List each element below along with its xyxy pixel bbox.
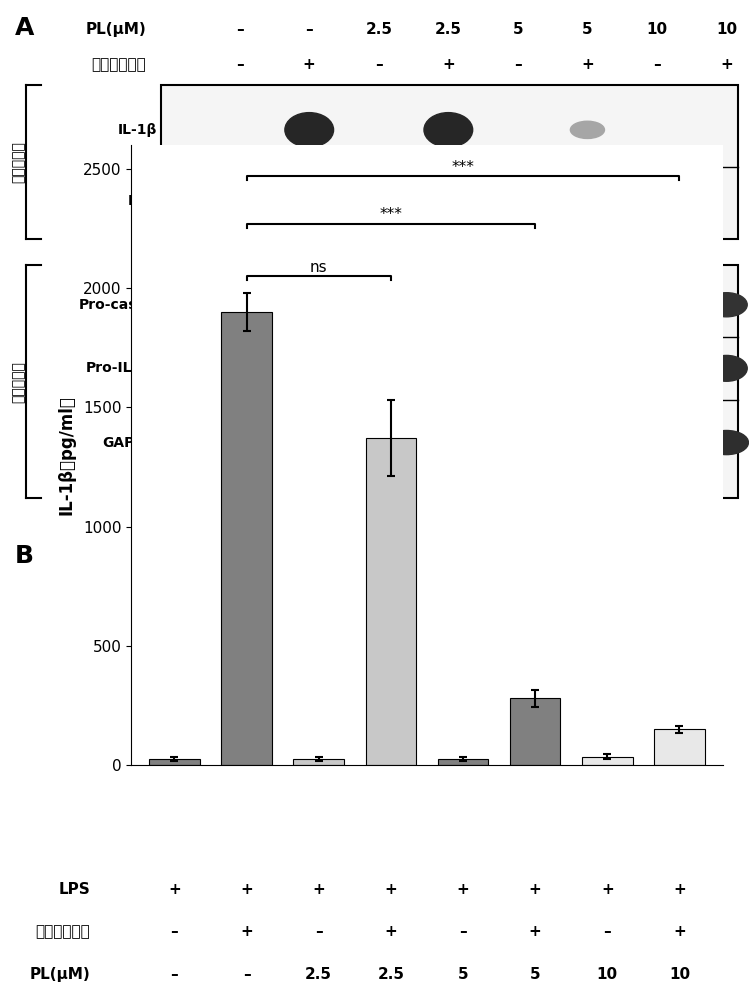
Ellipse shape bbox=[288, 187, 331, 216]
Ellipse shape bbox=[565, 430, 610, 455]
Text: –: – bbox=[236, 22, 243, 37]
Ellipse shape bbox=[635, 430, 679, 455]
Text: –: – bbox=[375, 57, 383, 72]
Text: –: – bbox=[171, 924, 178, 939]
Text: IL-1β: IL-1β bbox=[118, 123, 157, 137]
Ellipse shape bbox=[426, 187, 470, 216]
Ellipse shape bbox=[497, 355, 539, 381]
Bar bbox=[366, 438, 416, 765]
Bar bbox=[294, 759, 344, 765]
Text: +: + bbox=[581, 57, 594, 72]
Bar bbox=[437, 759, 488, 765]
Text: +: + bbox=[303, 57, 315, 72]
Text: +: + bbox=[673, 924, 686, 939]
Text: ***: *** bbox=[452, 160, 474, 175]
Ellipse shape bbox=[706, 355, 748, 381]
Ellipse shape bbox=[426, 430, 470, 455]
Bar bbox=[510, 698, 560, 765]
Text: +: + bbox=[240, 924, 253, 939]
Text: ns: ns bbox=[310, 260, 327, 275]
Ellipse shape bbox=[497, 293, 539, 317]
Ellipse shape bbox=[357, 430, 401, 455]
Text: 2.5: 2.5 bbox=[435, 22, 462, 37]
Ellipse shape bbox=[706, 293, 748, 317]
Text: B: B bbox=[15, 544, 34, 568]
Text: 2.5: 2.5 bbox=[377, 967, 404, 982]
Text: 2.5: 2.5 bbox=[366, 22, 392, 37]
Text: GAPDH: GAPDH bbox=[102, 436, 157, 450]
Text: 5: 5 bbox=[512, 22, 524, 37]
Text: Pro-casp1: Pro-casp1 bbox=[79, 298, 157, 312]
Text: 尼日利亚菌素: 尼日利亚菌素 bbox=[91, 57, 146, 72]
Text: +: + bbox=[168, 882, 181, 897]
Text: –: – bbox=[236, 57, 243, 72]
Ellipse shape bbox=[567, 293, 608, 317]
Text: PL(μM): PL(μM) bbox=[29, 967, 90, 982]
Text: +: + bbox=[529, 882, 542, 897]
Bar bbox=[582, 757, 633, 765]
Text: 尼日利亚菌素: 尼日利亚菌素 bbox=[35, 924, 90, 939]
Text: LPS: LPS bbox=[58, 882, 90, 897]
Text: ***: *** bbox=[380, 207, 402, 222]
Bar bbox=[161, 85, 738, 238]
Ellipse shape bbox=[285, 113, 333, 147]
Text: 5: 5 bbox=[530, 967, 541, 982]
Text: +: + bbox=[312, 882, 325, 897]
Text: 细胞上清液: 细胞上清液 bbox=[12, 141, 25, 183]
Ellipse shape bbox=[288, 293, 330, 317]
Text: +: + bbox=[457, 882, 470, 897]
Bar bbox=[654, 729, 705, 765]
Ellipse shape bbox=[637, 293, 678, 317]
Ellipse shape bbox=[496, 430, 540, 455]
Text: –: – bbox=[171, 967, 178, 982]
Text: 10: 10 bbox=[669, 967, 690, 982]
Text: PL(μM): PL(μM) bbox=[85, 22, 146, 37]
Text: –: – bbox=[514, 57, 522, 72]
Text: +: + bbox=[442, 57, 455, 72]
Text: +: + bbox=[720, 57, 733, 72]
Text: +: + bbox=[240, 882, 253, 897]
Bar bbox=[221, 312, 272, 765]
Ellipse shape bbox=[573, 194, 602, 209]
Ellipse shape bbox=[288, 355, 330, 381]
Text: +: + bbox=[601, 882, 613, 897]
Ellipse shape bbox=[571, 121, 604, 138]
Text: 10: 10 bbox=[646, 22, 667, 37]
Ellipse shape bbox=[218, 430, 261, 455]
Ellipse shape bbox=[288, 430, 331, 455]
Ellipse shape bbox=[567, 355, 608, 381]
Text: P20: P20 bbox=[127, 194, 157, 208]
Text: Pro-IL-1β: Pro-IL-1β bbox=[85, 361, 157, 375]
Bar bbox=[161, 265, 738, 498]
Text: 5: 5 bbox=[582, 22, 592, 37]
Ellipse shape bbox=[358, 293, 399, 317]
Ellipse shape bbox=[219, 355, 261, 381]
Text: 细胞裂解液: 细胞裂解液 bbox=[12, 361, 25, 403]
Bar bbox=[149, 759, 200, 765]
Text: –: – bbox=[306, 22, 313, 37]
Text: +: + bbox=[673, 882, 686, 897]
Text: –: – bbox=[315, 924, 323, 939]
Text: +: + bbox=[384, 882, 397, 897]
Ellipse shape bbox=[637, 355, 678, 381]
Text: 5: 5 bbox=[458, 967, 468, 982]
Text: –: – bbox=[459, 924, 467, 939]
Text: +: + bbox=[384, 924, 397, 939]
Text: –: – bbox=[243, 967, 250, 982]
Text: A: A bbox=[15, 16, 34, 40]
Ellipse shape bbox=[428, 355, 469, 381]
Ellipse shape bbox=[428, 293, 469, 317]
Y-axis label: IL-1β（pg/ml）: IL-1β（pg/ml） bbox=[58, 395, 76, 515]
Ellipse shape bbox=[358, 355, 399, 381]
Text: +: + bbox=[529, 924, 542, 939]
Text: –: – bbox=[653, 57, 661, 72]
Text: 10: 10 bbox=[597, 967, 618, 982]
Text: 2.5: 2.5 bbox=[305, 967, 333, 982]
Ellipse shape bbox=[424, 113, 473, 147]
Ellipse shape bbox=[219, 293, 261, 317]
Text: –: – bbox=[604, 924, 611, 939]
Ellipse shape bbox=[705, 430, 748, 455]
Text: 10: 10 bbox=[716, 22, 737, 37]
